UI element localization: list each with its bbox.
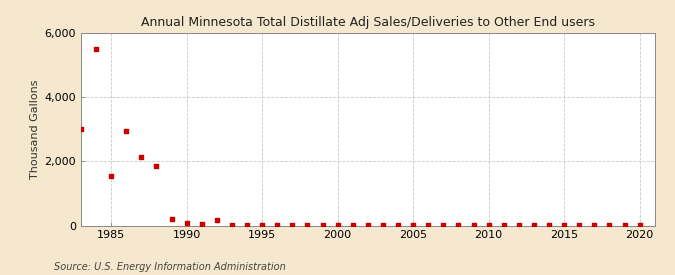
Point [106,174,117,178]
Point [559,223,570,227]
Point [211,218,222,222]
Point [423,223,433,227]
Point [90,47,101,51]
Point [287,223,298,227]
Point [483,223,494,227]
Point [468,223,479,227]
Point [182,221,192,226]
Point [332,223,343,227]
Point [362,223,373,227]
Title: Annual Minnesota Total Distillate Adj Sales/Deliveries to Other End users: Annual Minnesota Total Distillate Adj Sa… [141,16,595,29]
Point [408,223,418,227]
Point [529,223,539,227]
Point [604,223,615,227]
Point [166,217,177,222]
Point [438,223,449,227]
Point [453,223,464,227]
Point [589,223,600,227]
Point [393,223,404,227]
Point [317,223,328,227]
Point [619,223,630,227]
Point [634,223,645,227]
Point [543,223,554,227]
Point [151,164,162,168]
Point [227,223,238,227]
Point [514,223,524,227]
Point [574,223,585,227]
Point [242,223,252,227]
Y-axis label: Thousand Gallons: Thousand Gallons [30,79,40,179]
Point [136,154,146,159]
Text: Source: U.S. Energy Information Administration: Source: U.S. Energy Information Administ… [54,262,286,272]
Point [272,223,283,227]
Point [302,223,313,227]
Point [498,223,509,227]
Point [196,222,207,226]
Point [348,223,358,227]
Point [256,223,267,227]
Point [377,223,388,227]
Point [121,129,132,133]
Point [76,127,86,131]
